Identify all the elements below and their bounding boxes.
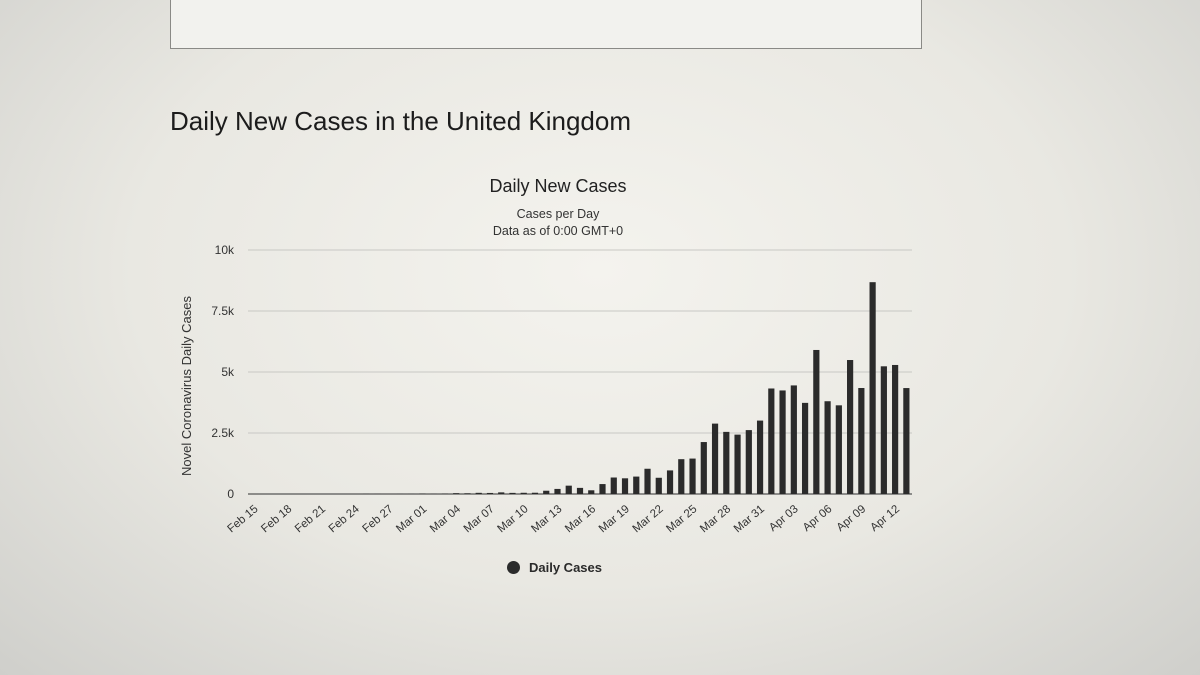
x-tick-label: Feb 15 (225, 503, 260, 535)
bar[interactable] (745, 430, 752, 494)
bar[interactable] (498, 492, 505, 494)
y-axis-ticks: 0 2.5k 5k 7.5k 10k (211, 243, 235, 501)
bar[interactable] (711, 423, 719, 494)
x-tick-label: Mar 01 (394, 503, 429, 535)
x-tick-label: Mar 10 (496, 503, 531, 535)
x-tick-label: Feb 18 (259, 503, 294, 535)
bar[interactable] (621, 478, 629, 494)
top-panel (170, 0, 922, 49)
x-tick-label: Mar 31 (732, 503, 767, 535)
x-tick-label: Apr 03 (767, 503, 801, 534)
x-tick-label: Feb 27 (360, 503, 395, 535)
bar[interactable] (835, 405, 842, 494)
bar[interactable] (734, 434, 741, 494)
grid-layer (248, 249, 912, 495)
x-tick-label: Mar 28 (698, 503, 733, 535)
x-tick-label: Mar 04 (428, 503, 464, 536)
bar[interactable] (880, 366, 887, 494)
x-tick-label: Mar 07 (462, 503, 497, 535)
x-tick-label: Mar 13 (529, 503, 564, 535)
y-tick-label: 5k (221, 365, 235, 379)
page-heading: Daily New Cases in the United Kingdom (170, 106, 631, 136)
bar[interactable] (543, 490, 550, 494)
bar[interactable] (892, 364, 899, 494)
bar[interactable] (520, 492, 527, 494)
bar[interactable] (453, 493, 460, 494)
legend-marker (507, 561, 520, 574)
x-tick-label: Mar 19 (597, 503, 632, 535)
y-axis-label: Novel Coronavirus Daily Cases (179, 296, 194, 476)
bar[interactable] (723, 431, 730, 494)
y-tick-label: 7.5k (211, 304, 235, 318)
bar[interactable] (475, 492, 482, 494)
x-tick-label: Apr 06 (801, 503, 835, 534)
bar[interactable] (633, 476, 640, 494)
x-tick-label: Apr 09 (835, 503, 869, 534)
bar-layer (363, 282, 910, 494)
y-tick-label: 0 (227, 487, 234, 501)
bar[interactable] (756, 420, 764, 494)
y-tick-label: 10k (215, 243, 235, 257)
bar[interactable] (464, 493, 471, 494)
bar[interactable] (813, 349, 820, 494)
bar[interactable] (801, 402, 809, 494)
bar[interactable] (576, 487, 584, 494)
bar[interactable] (655, 477, 662, 494)
bar[interactable] (610, 477, 617, 494)
x-tick-label: Apr 12 (868, 503, 902, 534)
bar[interactable] (858, 388, 865, 494)
bar[interactable] (599, 484, 606, 494)
bar[interactable] (554, 488, 561, 494)
x-tick-label: Mar 22 (631, 503, 666, 535)
legend-daily-cases[interactable]: Daily Cases (507, 560, 602, 575)
chart-subtitle-2: Data as of 0:00 GMT+0 (492, 224, 624, 238)
x-tick-label: Feb 24 (327, 503, 363, 536)
chart-title: Daily New Cases (489, 176, 627, 196)
legend-label: Daily Cases (529, 560, 602, 575)
y-tick-label: 2.5k (211, 426, 235, 440)
bar[interactable] (509, 492, 516, 494)
bar[interactable] (869, 282, 876, 494)
x-tick-label: Mar 16 (563, 503, 598, 535)
bar[interactable] (700, 442, 707, 494)
bar[interactable] (768, 388, 775, 494)
bar[interactable] (644, 468, 651, 494)
bar[interactable] (790, 385, 797, 494)
bar[interactable] (486, 492, 494, 494)
bar[interactable] (678, 459, 685, 494)
bar[interactable] (565, 485, 572, 494)
chart-subtitle-1: Cases per Day (516, 207, 600, 221)
bar[interactable] (903, 388, 910, 494)
bar[interactable] (531, 492, 539, 494)
bar[interactable] (588, 490, 595, 494)
bar[interactable] (689, 458, 696, 494)
bar[interactable] (824, 401, 831, 494)
bar[interactable] (779, 390, 786, 494)
bar[interactable] (666, 470, 674, 494)
bar[interactable] (847, 360, 854, 494)
x-tick-label: Mar 25 (664, 503, 699, 535)
x-tick-label: Feb 21 (293, 503, 328, 535)
